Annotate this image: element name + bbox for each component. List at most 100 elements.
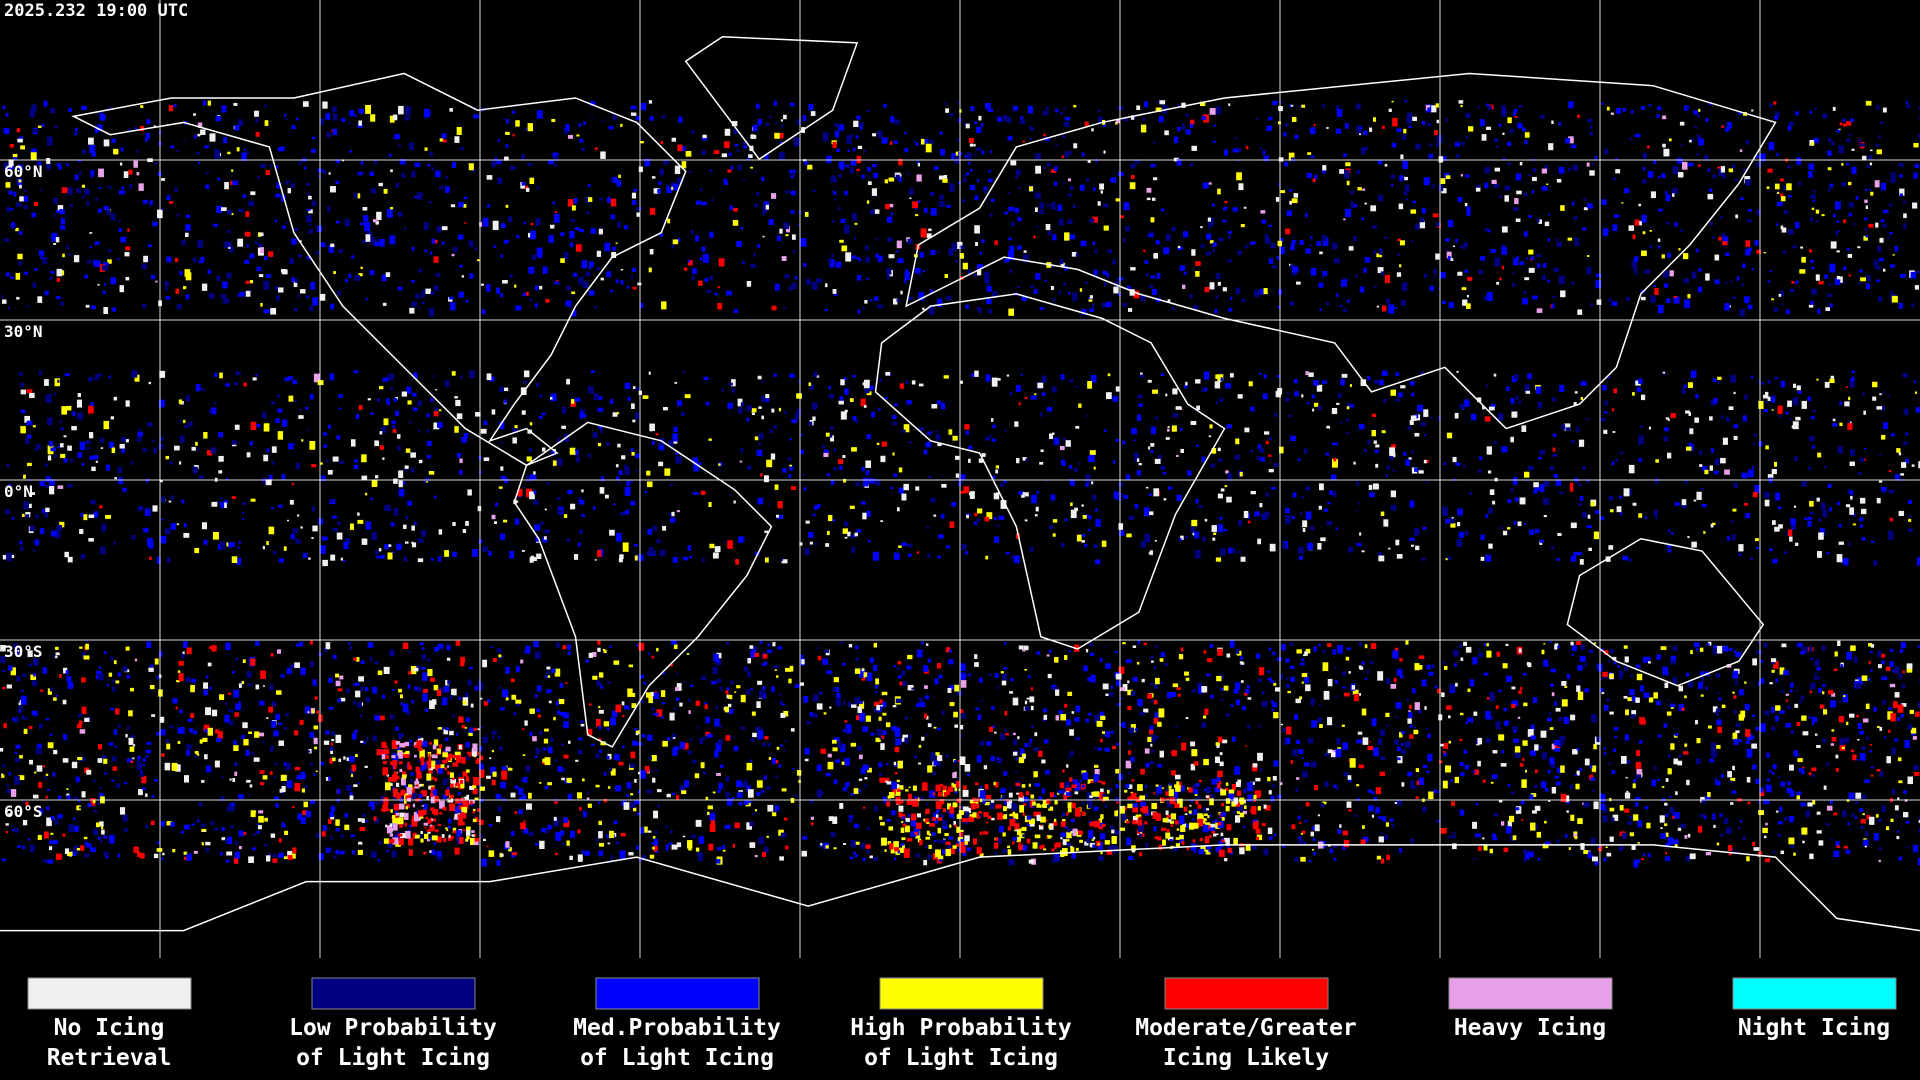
- icing-pixel: [1810, 194, 1816, 199]
- icing-pixel: [824, 309, 828, 312]
- icing-pixel: [526, 456, 532, 462]
- icing-pixel: [605, 442, 610, 446]
- icing-pixel: [1139, 374, 1145, 378]
- icing-pixel: [1445, 558, 1449, 561]
- icing-pixel: [1298, 555, 1304, 561]
- icing-pixel: [586, 211, 590, 215]
- icing-pixel: [961, 544, 967, 550]
- icing-pixel: [111, 779, 115, 782]
- icing-pixel: [1396, 746, 1401, 752]
- icing-pixel: [5, 784, 10, 788]
- icing-pixel: [1279, 446, 1284, 454]
- icing-pixel: [918, 697, 924, 704]
- icing-pixel: [492, 771, 497, 777]
- icing-pixel: [218, 470, 223, 474]
- icing-pixel: [1391, 100, 1394, 103]
- icing-pixel: [1876, 725, 1880, 728]
- icing-pixel: [1401, 282, 1408, 292]
- icing-pixel: [676, 672, 679, 676]
- icing-pixel: [1413, 527, 1420, 536]
- icing-pixel: [389, 206, 394, 210]
- icing-pixel: [203, 689, 208, 696]
- icing-pixel: [200, 823, 206, 827]
- icing-pixel: [325, 112, 331, 120]
- icing-pixel: [976, 179, 980, 182]
- icing-pixel: [1031, 546, 1034, 550]
- icing-pixel: [469, 837, 475, 846]
- icing-pixel: [1251, 844, 1257, 850]
- icing-pixel: [1465, 136, 1468, 139]
- icing-pixel: [1130, 163, 1136, 169]
- icing-pixel: [579, 228, 584, 233]
- icing-pixel: [588, 290, 595, 296]
- icing-pixel: [1759, 789, 1765, 796]
- icing-pixel: [1452, 245, 1456, 247]
- icing-pixel: [66, 245, 69, 249]
- icing-pixel: [451, 371, 456, 376]
- icing-pixel: [499, 386, 504, 393]
- icing-pixel: [13, 155, 18, 161]
- icing-pixel: [1917, 645, 1920, 648]
- icing-pixel: [704, 702, 707, 705]
- icing-pixel: [1713, 470, 1719, 475]
- icing-pixel: [1276, 256, 1280, 260]
- icing-pixel: [575, 244, 582, 252]
- icing-pixel: [684, 394, 691, 399]
- icing-pixel: [1667, 700, 1670, 702]
- icing-pixel: [1378, 836, 1384, 843]
- icing-pixel: [1506, 675, 1512, 683]
- icing-pixel: [1260, 768, 1263, 772]
- icing-pixel: [261, 477, 268, 484]
- icing-pixel: [1809, 690, 1812, 694]
- icing-pixel: [120, 147, 124, 152]
- icing-pixel: [1404, 100, 1408, 102]
- icing-pixel: [1371, 814, 1375, 818]
- icing-pixel: [1740, 197, 1745, 201]
- icing-pixel: [1703, 531, 1706, 534]
- icing-pixel: [544, 508, 547, 511]
- icing-pixel: [380, 426, 387, 434]
- icing-pixel: [1319, 251, 1323, 255]
- icing-pixel: [1790, 729, 1795, 735]
- icing-pixel: [95, 197, 98, 202]
- icing-pixel: [110, 416, 114, 420]
- icing-pixel: [1167, 428, 1170, 432]
- icing-pixel: [417, 538, 424, 543]
- icing-pixel: [1149, 550, 1153, 556]
- icing-pixel: [207, 662, 212, 667]
- icing-pixel: [185, 395, 191, 402]
- icing-pixel: [1644, 516, 1648, 519]
- icing-pixel: [1824, 274, 1828, 279]
- icing-pixel: [714, 292, 718, 296]
- icing-pixel: [22, 513, 25, 517]
- icing-pixel: [1866, 275, 1871, 282]
- icing-pixel: [1423, 177, 1430, 186]
- icing-pixel: [1348, 671, 1351, 674]
- icing-pixel: [1681, 388, 1686, 394]
- icing-pixel: [845, 164, 849, 168]
- icing-pixel: [450, 302, 456, 311]
- icing-pixel: [290, 183, 295, 188]
- icing-pixel: [1131, 428, 1137, 435]
- icing-pixel: [1560, 205, 1565, 211]
- icing-pixel: [825, 283, 828, 288]
- icing-pixel: [459, 458, 463, 464]
- icing-pixel: [304, 407, 309, 410]
- icing-pixel: [137, 506, 142, 512]
- icing-pixel: [99, 505, 103, 509]
- icing-pixel: [827, 155, 832, 160]
- icing-pixel: [981, 453, 986, 457]
- icing-pixel: [1731, 520, 1734, 523]
- icing-pixel: [1709, 416, 1713, 421]
- icing-pixel: [90, 170, 95, 176]
- icing-pixel: [111, 447, 116, 454]
- icing-pixel: [1858, 459, 1861, 461]
- icing-pixel: [561, 425, 567, 429]
- icing-pixel: [556, 279, 559, 282]
- icing-pixel: [1356, 125, 1362, 134]
- icing-pixel: [739, 460, 743, 463]
- icing-pixel: [1587, 514, 1591, 519]
- icing-pixel: [1559, 736, 1566, 743]
- icing-pixel: [983, 271, 990, 280]
- icing-pixel: [1667, 452, 1672, 459]
